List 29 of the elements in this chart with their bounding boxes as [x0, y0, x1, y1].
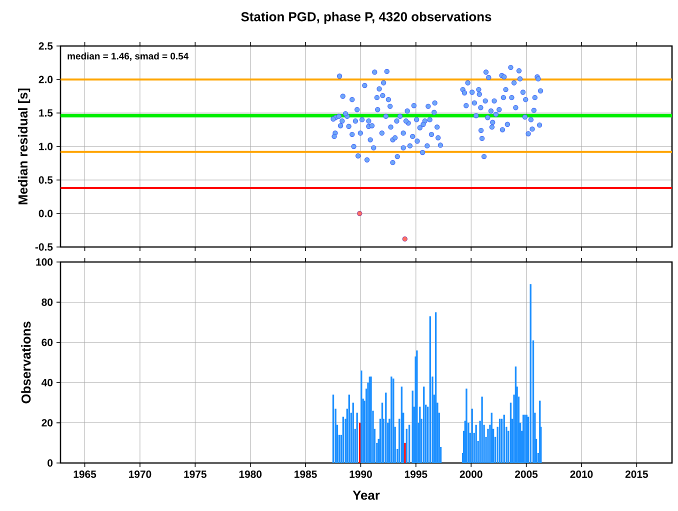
x-tick-label: 1975	[184, 470, 206, 478]
x-tick-label: 1980	[239, 470, 262, 478]
y-tick-label: 1.0	[39, 142, 53, 150]
annotation: median = 1.46, smad = 0.54	[68, 52, 189, 61]
x-tick-label: 1990	[350, 470, 372, 478]
y-axis-title: Median residual [s]	[18, 88, 30, 204]
x-tick-label: 2005	[515, 470, 538, 478]
y-tick-label: 100	[36, 258, 53, 266]
y-tick-label: -0.5	[35, 243, 53, 251]
chart-title: Station PGD, phase P, 4320 observations	[241, 12, 492, 24]
y-tick-label: 1.5	[39, 109, 53, 117]
y-tick-label: 60	[42, 338, 53, 346]
y-tick-label: 2.5	[38, 42, 53, 50]
y-tick-label: 0	[48, 459, 53, 467]
y-tick-label: 20	[42, 419, 53, 427]
x-tick-label: 2000	[460, 470, 482, 478]
x-tick-label: 1995	[404, 470, 428, 478]
x-tick-label: 1965	[74, 470, 96, 478]
y-tick-label: 2.0	[38, 76, 53, 84]
x-tick-label: 1970	[128, 470, 152, 478]
x-tick-label: 2015	[625, 470, 648, 478]
x-tick-label: 1985	[294, 470, 317, 478]
x-tick-label: 2010	[570, 470, 593, 478]
y-tick-label: 0.0	[38, 210, 53, 218]
y-tick-label: 40	[42, 378, 53, 386]
x-axis-title: Year	[352, 490, 380, 500]
y-axis-title: Observations	[21, 322, 31, 404]
y-tick-label: 80	[42, 298, 53, 306]
y-tick-label: 0.5	[38, 176, 53, 184]
